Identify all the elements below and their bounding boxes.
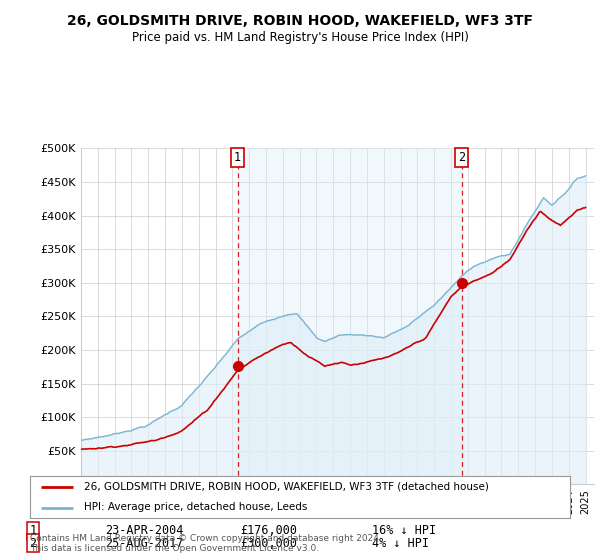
- Text: 16% ↓ HPI: 16% ↓ HPI: [372, 524, 436, 538]
- Text: 25-AUG-2017: 25-AUG-2017: [105, 536, 184, 550]
- Text: Contains HM Land Registry data © Crown copyright and database right 2024.
This d: Contains HM Land Registry data © Crown c…: [30, 534, 382, 553]
- Text: 26, GOLDSMITH DRIVE, ROBIN HOOD, WAKEFIELD, WF3 3TF: 26, GOLDSMITH DRIVE, ROBIN HOOD, WAKEFIE…: [67, 14, 533, 28]
- Text: £176,000: £176,000: [240, 524, 297, 538]
- Text: 1: 1: [234, 151, 241, 164]
- Text: 26, GOLDSMITH DRIVE, ROBIN HOOD, WAKEFIELD, WF3 3TF (detached house): 26, GOLDSMITH DRIVE, ROBIN HOOD, WAKEFIE…: [84, 482, 489, 492]
- Text: 2: 2: [458, 151, 466, 164]
- Text: 2: 2: [29, 536, 37, 550]
- Text: 23-APR-2004: 23-APR-2004: [105, 524, 184, 538]
- Text: 4% ↓ HPI: 4% ↓ HPI: [372, 536, 429, 550]
- Bar: [238, 148, 462, 484]
- Text: HPI: Average price, detached house, Leeds: HPI: Average price, detached house, Leed…: [84, 502, 307, 512]
- Text: £300,000: £300,000: [240, 536, 297, 550]
- Text: 1: 1: [29, 524, 37, 538]
- Text: Price paid vs. HM Land Registry's House Price Index (HPI): Price paid vs. HM Land Registry's House …: [131, 31, 469, 44]
